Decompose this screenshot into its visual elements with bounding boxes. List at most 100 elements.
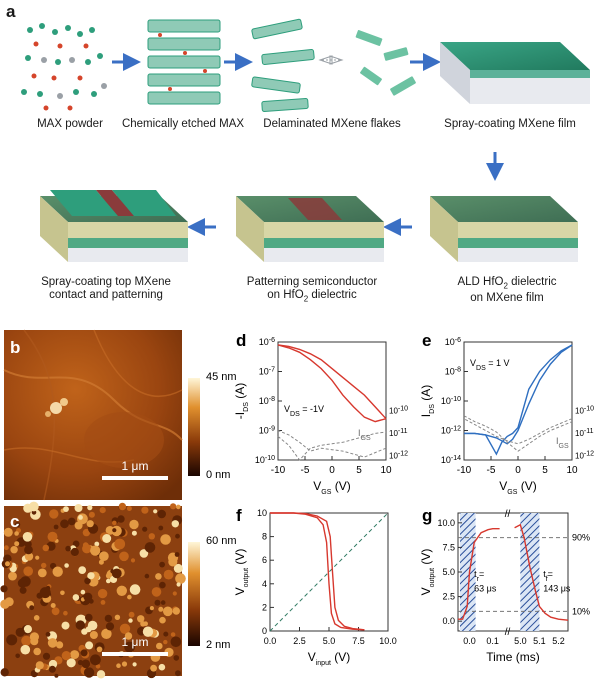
afm-grain bbox=[112, 528, 117, 533]
afm-grain bbox=[89, 631, 98, 639]
afm-grain bbox=[173, 655, 180, 661]
afm-grain bbox=[171, 520, 179, 528]
panel-letter-b: b bbox=[10, 338, 21, 357]
afm-grain bbox=[63, 506, 69, 512]
afm-grain bbox=[126, 506, 132, 511]
afm-grain bbox=[172, 591, 177, 596]
x-axis-label: VGS (V) bbox=[499, 479, 536, 496]
afm-grain bbox=[156, 642, 163, 650]
caption-ald-dielectric: ALD HfO2 dielectric on MXene film bbox=[457, 276, 557, 305]
afm-grain bbox=[98, 559, 104, 565]
afm-grain bbox=[142, 626, 154, 637]
afm-grain bbox=[175, 670, 181, 677]
semiconductor-pattern-illustration bbox=[236, 196, 384, 262]
x-tick-label: 0.0 bbox=[463, 636, 476, 646]
afm-grain bbox=[24, 545, 33, 555]
afm-grain bbox=[96, 646, 103, 653]
caption-top-contact: Spray-coating top MXene contact and patt… bbox=[41, 276, 171, 301]
afm-grain bbox=[155, 573, 162, 580]
x-tick-label: 0 bbox=[329, 465, 335, 476]
y-tick-label: 10-14 bbox=[441, 455, 461, 466]
afm-grain bbox=[176, 582, 181, 587]
input-pulse-rise bbox=[460, 513, 476, 631]
afm-grain bbox=[14, 541, 20, 547]
afm-grain bbox=[85, 613, 93, 622]
afm-grain bbox=[100, 600, 106, 605]
caption-semiconductor: Patterning semiconductor on HfO2 dielect… bbox=[246, 276, 378, 304]
afm-grain bbox=[51, 607, 60, 616]
y-tick-label: 10.0 bbox=[437, 518, 455, 528]
afm-grain bbox=[88, 511, 95, 518]
afm-grain bbox=[160, 600, 166, 605]
scale-bar-label-c: 1 μm bbox=[122, 635, 149, 649]
afm-grain bbox=[70, 547, 79, 557]
afm-grain bbox=[82, 542, 89, 548]
y-tick-label: 10-10 bbox=[441, 396, 461, 407]
afm-grain bbox=[80, 649, 88, 657]
afm-grain bbox=[128, 611, 135, 618]
afm-grain bbox=[15, 627, 25, 637]
x-tick-label: -5 bbox=[487, 465, 496, 476]
afm-grain bbox=[159, 561, 166, 568]
afm-grain bbox=[29, 605, 35, 611]
x-tick-label: 0.0 bbox=[264, 636, 277, 646]
afm-grain bbox=[119, 551, 129, 562]
afm-grain bbox=[33, 647, 41, 656]
y-tick-label: 10-7 bbox=[259, 366, 275, 377]
afm-grain bbox=[94, 541, 100, 547]
chart-d: d -10 -5 0 5 10 10-6 10-7 10-8 10-9 10-10 10-10 10-… bbox=[233, 331, 408, 496]
afm-grain bbox=[85, 641, 94, 650]
etched-max-illustration bbox=[147, 19, 221, 105]
transfer-curve-1 bbox=[277, 344, 387, 423]
afm-grain bbox=[21, 635, 32, 646]
level-label-1: 10% bbox=[572, 606, 590, 616]
afm-grain bbox=[114, 538, 126, 550]
afm-grain bbox=[61, 651, 71, 661]
afm-grain bbox=[157, 509, 166, 519]
afm-grain bbox=[70, 650, 80, 660]
afm-grain bbox=[130, 558, 136, 563]
afm-grain bbox=[116, 585, 128, 596]
afm-grain bbox=[22, 532, 33, 542]
afm-grain bbox=[87, 572, 95, 580]
afm-grain bbox=[158, 525, 164, 531]
chart-e: e -10 -5 0 5 10 10-6 10-8 10-10 10-12 10-14 10-10 1… bbox=[419, 331, 594, 496]
afm-grain bbox=[159, 616, 166, 624]
afm-grain bbox=[175, 533, 180, 539]
afm-grain bbox=[8, 571, 17, 581]
afm-grain bbox=[23, 625, 32, 634]
leakage-curve-1 bbox=[277, 430, 387, 458]
transfer-curve-1 bbox=[464, 344, 573, 445]
y-right-tick-label: 10-12 bbox=[575, 450, 594, 461]
afm-grain bbox=[61, 621, 70, 630]
y-tick-label: 10-6 bbox=[445, 337, 461, 348]
vds-annotation: VDS = -1V bbox=[284, 404, 324, 418]
colorbar-b-min: 0 nm bbox=[206, 469, 230, 481]
afm-grain bbox=[63, 610, 68, 616]
x-axis-label: Time (ms) bbox=[486, 650, 540, 664]
colorbar-c-min: 2 nm bbox=[206, 639, 230, 651]
y-tick-label: 8 bbox=[262, 532, 267, 542]
y-tick-label: 10 bbox=[257, 508, 267, 518]
y-tick-label: 0 bbox=[262, 626, 267, 636]
y-right-tick-label: 10-12 bbox=[389, 450, 408, 461]
afm-grain bbox=[35, 555, 40, 560]
afm-grain bbox=[172, 607, 180, 615]
afm-grain bbox=[29, 632, 39, 642]
caption-mxene-film: Spray-coating MXene film bbox=[444, 118, 576, 130]
afm-grain bbox=[52, 566, 63, 577]
afm-grain bbox=[99, 551, 109, 561]
x-tick-label: 5 bbox=[542, 465, 548, 476]
afm-grain bbox=[163, 569, 174, 580]
afm-grain bbox=[90, 545, 101, 556]
scale-bar-label-b: 1 μm bbox=[122, 459, 149, 473]
x-axis-label: VGS (V) bbox=[313, 479, 350, 496]
afm-grain bbox=[17, 578, 27, 588]
afm-grain bbox=[141, 506, 149, 514]
output-trace-1 bbox=[514, 523, 569, 621]
afm-grain bbox=[159, 581, 166, 589]
afm-grain bbox=[23, 503, 33, 513]
afm-grain bbox=[84, 577, 91, 585]
y-tick-label: 0.0 bbox=[442, 616, 455, 626]
afm-grain bbox=[160, 534, 171, 545]
